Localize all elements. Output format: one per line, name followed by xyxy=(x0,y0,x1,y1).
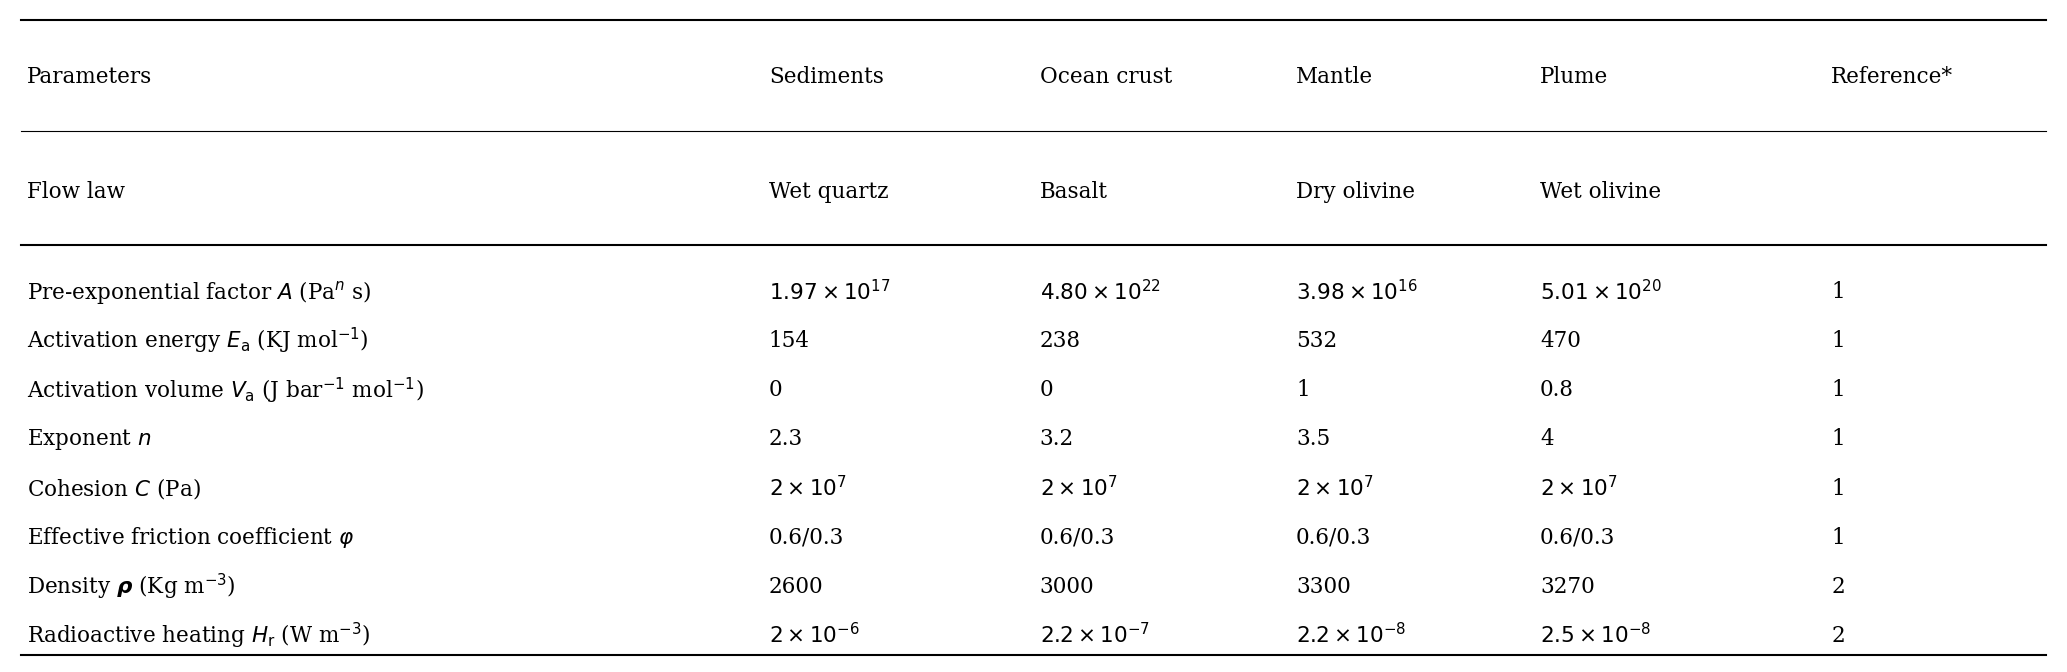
Text: 4: 4 xyxy=(1540,429,1554,450)
Text: 532: 532 xyxy=(1296,331,1337,352)
Text: Density $\boldsymbol{\rho}$ (Kg m$^{-3}$): Density $\boldsymbol{\rho}$ (Kg m$^{-3}$… xyxy=(27,572,236,601)
Text: $2.2 \times 10^{-7}$: $2.2 \times 10^{-7}$ xyxy=(1040,623,1149,648)
Text: Cohesion $C$ (Pa): Cohesion $C$ (Pa) xyxy=(27,476,200,501)
Text: 1: 1 xyxy=(1831,380,1846,401)
Text: 2: 2 xyxy=(1831,576,1846,597)
Text: $2.2 \times 10^{-8}$: $2.2 \times 10^{-8}$ xyxy=(1296,623,1406,648)
Text: 0.6/0.3: 0.6/0.3 xyxy=(769,527,843,548)
Text: 1: 1 xyxy=(1831,331,1846,352)
Text: 0.6/0.3: 0.6/0.3 xyxy=(1296,527,1370,548)
Text: Dry olivine: Dry olivine xyxy=(1296,181,1416,202)
Text: 154: 154 xyxy=(769,331,810,352)
Text: Wet quartz: Wet quartz xyxy=(769,181,889,202)
Text: 3000: 3000 xyxy=(1040,576,1093,597)
Text: 1: 1 xyxy=(1831,527,1846,548)
Text: $2 \times 10^{7}$: $2 \times 10^{7}$ xyxy=(769,476,847,501)
Text: Flow law: Flow law xyxy=(27,181,124,202)
Text: $5.01 \times 10^{20}$: $5.01 \times 10^{20}$ xyxy=(1540,280,1662,305)
Text: Wet olivine: Wet olivine xyxy=(1540,181,1662,202)
Text: 2600: 2600 xyxy=(769,576,823,597)
Text: Reference*: Reference* xyxy=(1831,67,1953,88)
Text: Basalt: Basalt xyxy=(1040,181,1108,202)
Text: 1: 1 xyxy=(1296,380,1310,401)
Text: 3.5: 3.5 xyxy=(1296,429,1331,450)
Text: Activation energy $E_{\mathrm{a}}$ (KJ mol$^{-1}$): Activation energy $E_{\mathrm{a}}$ (KJ m… xyxy=(27,327,368,356)
Text: Activation volume $V_{\mathrm{a}}$ (J bar$^{-1}$ mol$^{-1}$): Activation volume $V_{\mathrm{a}}$ (J ba… xyxy=(27,376,424,405)
Text: 0.6/0.3: 0.6/0.3 xyxy=(1540,527,1614,548)
Text: Pre-exponential factor $A$ (Pa$^n$ s): Pre-exponential factor $A$ (Pa$^n$ s) xyxy=(27,279,372,306)
Text: Mantle: Mantle xyxy=(1296,67,1372,88)
Text: 3.2: 3.2 xyxy=(1040,429,1075,450)
Text: 0: 0 xyxy=(1040,380,1054,401)
Text: Radioactive heating $H_{\mathrm{r}}$ (W m$^{-3}$): Radioactive heating $H_{\mathrm{r}}$ (W … xyxy=(27,621,370,650)
Text: $2 \times 10^{7}$: $2 \times 10^{7}$ xyxy=(1296,476,1375,501)
Text: Parameters: Parameters xyxy=(27,67,153,88)
Text: 238: 238 xyxy=(1040,331,1081,352)
Text: 2.3: 2.3 xyxy=(769,429,804,450)
Text: $1.97 \times 10^{17}$: $1.97 \times 10^{17}$ xyxy=(769,280,891,305)
Text: $2 \times 10^{7}$: $2 \times 10^{7}$ xyxy=(1540,476,1618,501)
Text: 0: 0 xyxy=(769,380,783,401)
Text: $2 \times 10^{7}$: $2 \times 10^{7}$ xyxy=(1040,476,1118,501)
Text: Plume: Plume xyxy=(1540,67,1608,88)
Text: 1: 1 xyxy=(1831,429,1846,450)
Text: 470: 470 xyxy=(1540,331,1581,352)
Text: $4.80 \times 10^{22}$: $4.80 \times 10^{22}$ xyxy=(1040,280,1160,305)
Text: 1: 1 xyxy=(1831,282,1846,303)
Text: $2 \times 10^{-6}$: $2 \times 10^{-6}$ xyxy=(769,623,860,648)
Text: 1: 1 xyxy=(1831,478,1846,499)
Text: 0.8: 0.8 xyxy=(1540,380,1573,401)
Text: $3.98 \times 10^{16}$: $3.98 \times 10^{16}$ xyxy=(1296,280,1418,305)
Text: 3300: 3300 xyxy=(1296,576,1350,597)
Text: 3270: 3270 xyxy=(1540,576,1594,597)
Text: Ocean crust: Ocean crust xyxy=(1040,67,1172,88)
Text: Exponent $n$: Exponent $n$ xyxy=(27,427,151,452)
Text: 2: 2 xyxy=(1831,625,1846,646)
Text: Effective friction coefficient $\varphi$: Effective friction coefficient $\varphi$ xyxy=(27,525,353,550)
Text: 0.6/0.3: 0.6/0.3 xyxy=(1040,527,1114,548)
Text: Sediments: Sediments xyxy=(769,67,885,88)
Text: $2.5 \times 10^{-8}$: $2.5 \times 10^{-8}$ xyxy=(1540,623,1652,648)
